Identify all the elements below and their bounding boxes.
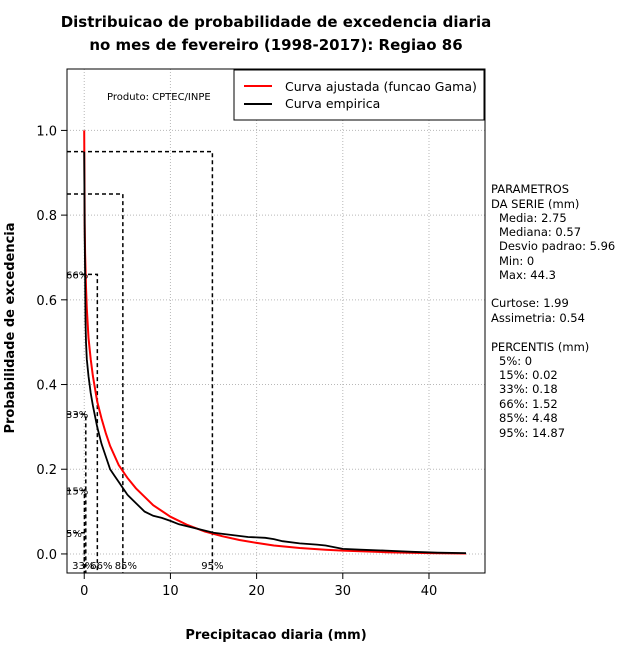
percentile-x-label: 85%: [115, 561, 137, 572]
y-tick-label: 0.8: [36, 209, 57, 224]
percentile-x-label: 95%: [201, 561, 223, 572]
percentile-guides: [67, 150, 214, 573]
series-lines: [83, 130, 467, 555]
legend: Curva ajustada (funcao Gama) Curva empir…: [233, 69, 485, 121]
chart-title-line-1: Distribuicao de probabilidade de exceden…: [61, 13, 492, 31]
stats-line: Min: 0: [499, 254, 534, 268]
y-tick-label: 0.2: [36, 463, 57, 478]
y-tick-label: 1.0: [36, 124, 57, 139]
axis-ticks: 0 10 20 30 40 0.0 0.2 0.4 0.6 0.8 1.0: [36, 124, 437, 599]
percentile-y-label: 15%: [66, 486, 88, 497]
y-axis-label: Probabilidade de excedencia: [3, 222, 18, 433]
percentis-line: 33%: 0.18: [499, 382, 558, 396]
percentile-guide-66: [67, 273, 99, 573]
legend-label-empirical: Curva empirica: [285, 96, 380, 111]
legend-label-fitted: Curva ajustada (funcao Gama): [285, 79, 477, 94]
stats-line: Max: 44.3: [499, 268, 556, 282]
product-label: Produto: CPTEC/INPE: [107, 92, 211, 103]
x-axis-label: Precipitacao diaria (mm): [185, 628, 366, 643]
y-tick-label: 0.6: [36, 294, 57, 309]
percentis-line: 85%: 4.48: [499, 411, 558, 425]
x-tick-label: 10: [162, 584, 179, 599]
stats-line: Desvio padrao: 5.96: [499, 239, 615, 253]
fitted-curve-line: [83, 130, 467, 555]
x-tick-label: 30: [335, 584, 352, 599]
plot-frame: [66, 68, 486, 574]
stats-extra: Curtose: 1.99: [491, 296, 569, 310]
chart-title-line-2: no mes de fevereiro (1998-2017): Regiao …: [89, 36, 462, 54]
grid: [67, 69, 485, 573]
percentile-x-label: 66%: [90, 561, 112, 572]
stats-line: Media: 2.75: [499, 211, 567, 225]
percentile-y-label: 66%: [66, 270, 88, 281]
stats-line: Mediana: 0.57: [499, 225, 581, 239]
percentile-guide-85: [67, 193, 124, 573]
percentis-line: 5%: 0: [499, 354, 532, 368]
stats-panel: PARAMETROS DA SERIE (mm) Media: 2.75 Med…: [491, 182, 615, 440]
stats-extra: Assimetria: 0.54: [491, 311, 585, 325]
x-tick-label: 0: [80, 584, 88, 599]
percentile-labels: 5%15%33%66%33%66% 85% 95%: [66, 270, 224, 572]
percentis-header: PERCENTIS (mm): [491, 340, 589, 354]
percentile-y-label: 33%: [66, 410, 88, 421]
stats-header-1: PARAMETROS: [491, 182, 569, 196]
percentile-x-label: 33%: [72, 561, 94, 572]
y-tick-label: 0.4: [36, 379, 57, 394]
percentis-line: 95%: 14.87: [499, 426, 565, 440]
percentile-guide-15: [67, 489, 86, 573]
percentis-line: 66%: 1.52: [499, 397, 558, 411]
empirical-curve-line: [83, 151, 467, 554]
x-tick-label: 40: [421, 584, 438, 599]
x-tick-label: 20: [248, 584, 265, 599]
legend-box: [233, 69, 485, 121]
percentis-line: 15%: 0.02: [499, 368, 558, 382]
y-tick-label: 0.0: [36, 548, 57, 563]
percentile-y-label: 5%: [66, 529, 82, 540]
stats-header-2: DA SERIE (mm): [491, 197, 579, 211]
